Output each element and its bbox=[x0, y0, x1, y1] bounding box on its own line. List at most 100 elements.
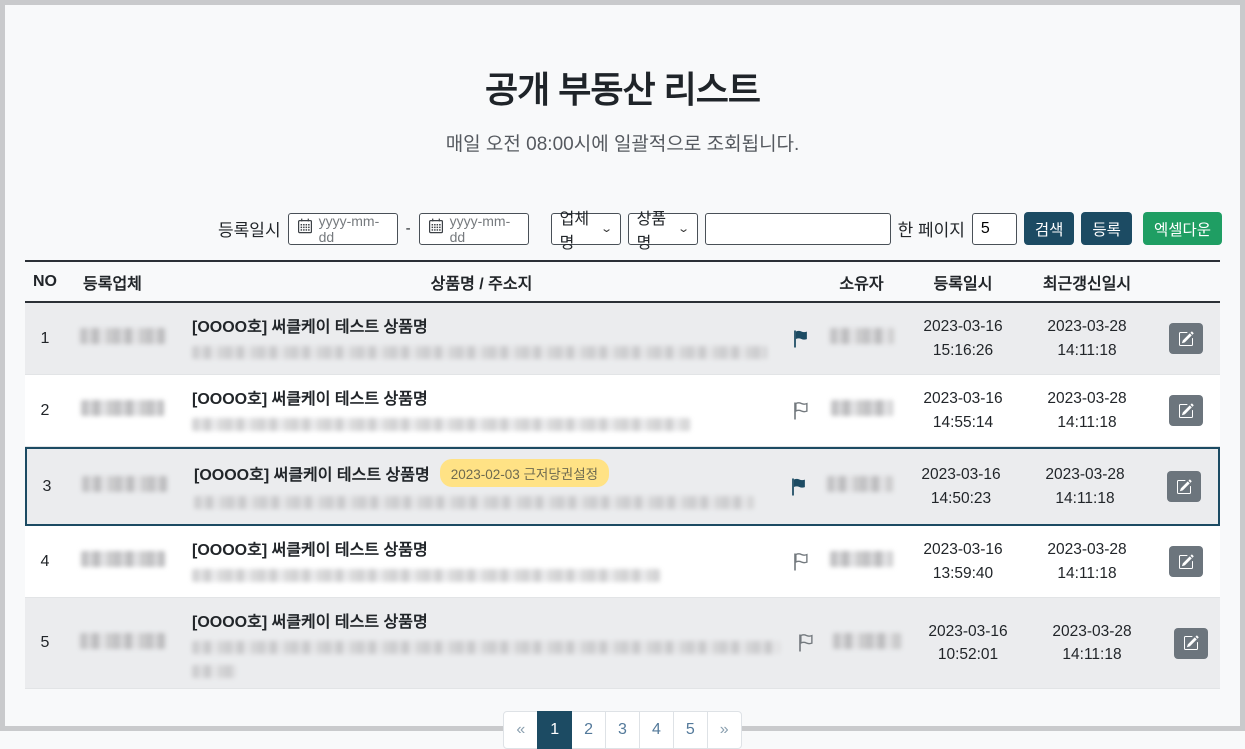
registered-datetime: 2023-03-16 14:55:14 bbox=[923, 390, 1003, 431]
table-row[interactable]: 1 [OOOO호] 써클케이 테스트 상품명 2023-03-16 15:16:2… bbox=[25, 303, 1220, 375]
updated-datetime: 2023-03-28 14:11:18 bbox=[1052, 622, 1132, 663]
registered-datetime: 2023-03-16 15:16:26 bbox=[923, 318, 1003, 359]
registered-datetime: 2023-03-16 13:59:40 bbox=[923, 541, 1003, 582]
product-cell: [OOOO호] 써클케이 테스트 상품명 bbox=[180, 375, 783, 446]
edit-button[interactable] bbox=[1169, 395, 1203, 426]
redacted-owner bbox=[830, 400, 893, 416]
product-cell: [OOOO호] 써클케이 테스트 상품명 bbox=[180, 303, 783, 374]
header-product: 상품명 / 주소지 bbox=[430, 275, 533, 293]
edit-button[interactable] bbox=[1169, 323, 1203, 354]
table-row[interactable]: 2 [OOOO호] 써클케이 테스트 상품명 2023-03-16 14:55:1… bbox=[25, 375, 1220, 447]
flag-icon[interactable] bbox=[783, 552, 819, 572]
redacted-address bbox=[192, 569, 660, 582]
row-number: 5 bbox=[40, 634, 50, 651]
table-row[interactable]: 3 [OOOO호] 써클케이 테스트 상품명 2023-02-03 근저당권설정 … bbox=[25, 447, 1220, 526]
product-cell: [OOOO호] 써클케이 테스트 상품명 bbox=[180, 598, 788, 688]
product-title: [OOOO호] 써클케이 테스트 상품명 bbox=[192, 614, 428, 631]
pagination-page-1[interactable]: 1 bbox=[537, 711, 573, 749]
company-cell bbox=[65, 551, 180, 572]
redacted-owner bbox=[830, 551, 893, 567]
redacted-company bbox=[80, 632, 165, 649]
redacted-company bbox=[82, 476, 167, 492]
search-bar: 등록일시 yyyy-mm-dd - bbox=[5, 211, 1222, 252]
page-title: 공개 부동산 리스트 bbox=[485, 69, 761, 110]
redacted-owner bbox=[832, 632, 901, 649]
edit-button[interactable] bbox=[1169, 546, 1203, 577]
redacted-owner bbox=[829, 328, 894, 344]
company-cell bbox=[67, 476, 182, 497]
flag-icon[interactable] bbox=[788, 633, 824, 653]
company-select-value: 업체명 bbox=[559, 210, 590, 252]
table-row[interactable]: 4 [OOOO호] 써클케이 테스트 상품명 2023-03-16 13:59:4… bbox=[25, 526, 1220, 598]
product-title: [OOOO호] 써클케이 테스트 상품명 bbox=[192, 542, 428, 559]
calendar-icon bbox=[428, 218, 444, 239]
table-body: 1 [OOOO호] 써클케이 테스트 상품명 2023-03-16 15:16:2… bbox=[25, 303, 1220, 689]
redacted-owner bbox=[826, 476, 893, 492]
product-title: [OOOO호] 써클케이 테스트 상품명 bbox=[192, 319, 428, 336]
redacted-address bbox=[192, 418, 690, 431]
updated-datetime: 2023-03-28 14:11:18 bbox=[1047, 390, 1127, 431]
owner-cell bbox=[819, 400, 904, 421]
chevron-down-icon: ⌄ bbox=[677, 223, 691, 235]
row-number: 1 bbox=[40, 329, 50, 347]
date-from-placeholder: yyyy-mm-dd bbox=[318, 212, 380, 245]
header-company: 등록업체 bbox=[83, 275, 142, 293]
pagination-page-2[interactable]: 2 bbox=[571, 711, 607, 749]
pagination-prev-button[interactable]: « bbox=[503, 711, 539, 749]
flag-icon[interactable] bbox=[783, 329, 819, 349]
edit-button[interactable] bbox=[1174, 627, 1208, 659]
product-select[interactable]: 상품명 ⌄ bbox=[627, 211, 698, 252]
per-page-label: 한 페이지 bbox=[897, 221, 965, 240]
header-no: NO bbox=[33, 272, 57, 290]
product-title: [OOOO호] 써클케이 테스트 상품명 bbox=[194, 467, 430, 484]
product-cell: [OOOO호] 써클케이 테스트 상품명 2023-02-03 근저당권설정 bbox=[182, 449, 781, 524]
owner-cell bbox=[819, 551, 904, 572]
pagination-page-3[interactable]: 3 bbox=[605, 711, 640, 749]
company-cell bbox=[65, 400, 180, 421]
header-owner: 소유자 bbox=[839, 275, 884, 293]
updated-datetime: 2023-03-28 14:11:18 bbox=[1047, 318, 1127, 359]
pagination-page-4[interactable]: 4 bbox=[638, 711, 674, 749]
header-registered: 등록일시 bbox=[933, 275, 993, 293]
owner-cell bbox=[817, 476, 902, 497]
property-table: NO 등록업체 상품명 / 주소지 소유자 등록일시 최근갱신일시 1 [OOO… bbox=[25, 260, 1220, 689]
company-cell bbox=[65, 328, 180, 349]
mortgage-badge: 2023-02-03 근저당권설정 bbox=[439, 459, 610, 487]
row-number: 4 bbox=[40, 552, 50, 570]
row-number: 3 bbox=[42, 477, 52, 495]
redacted-address bbox=[192, 665, 236, 678]
redacted-company bbox=[81, 400, 164, 416]
company-select[interactable]: 업체명 ⌄ bbox=[550, 211, 621, 252]
pagination-page-5[interactable]: 5 bbox=[672, 711, 708, 749]
pagination: « 1 2 3 4 5 » bbox=[5, 711, 1240, 749]
updated-datetime: 2023-03-28 14:11:18 bbox=[1045, 466, 1125, 507]
header-updated: 최근갱신일시 bbox=[1042, 275, 1132, 293]
search-button[interactable]: 검색 bbox=[1023, 212, 1075, 245]
register-button[interactable]: 등록 bbox=[1081, 212, 1132, 245]
chevron-down-icon: ⌄ bbox=[600, 223, 614, 235]
registered-datetime: 2023-03-16 14:50:23 bbox=[921, 466, 1001, 507]
redacted-address bbox=[192, 641, 780, 654]
pagination-next-button[interactable]: » bbox=[706, 711, 742, 749]
per-page-input[interactable] bbox=[971, 212, 1017, 245]
page-subtitle: 매일 오전 08:00시에 일괄적으로 조회됩니다. bbox=[445, 134, 800, 155]
product-select-value: 상품명 bbox=[636, 210, 667, 252]
redacted-address bbox=[192, 346, 767, 359]
date-from-input[interactable]: yyyy-mm-dd bbox=[287, 212, 398, 245]
table-row[interactable]: 5 [OOOO호] 써클케이 테스트 상품명 2023-03-16 10:52:0… bbox=[25, 598, 1220, 689]
flag-icon[interactable] bbox=[783, 401, 819, 421]
owner-cell bbox=[819, 328, 904, 349]
redacted-company bbox=[80, 551, 165, 567]
excel-download-button[interactable]: 엑셀다운 bbox=[1142, 212, 1222, 245]
keyword-input[interactable] bbox=[704, 212, 891, 245]
date-range-label: 등록일시 bbox=[218, 221, 281, 240]
owner-cell bbox=[824, 632, 909, 654]
registered-datetime: 2023-03-16 10:52:01 bbox=[928, 622, 1008, 663]
updated-datetime: 2023-03-28 14:11:18 bbox=[1047, 541, 1127, 582]
edit-button[interactable] bbox=[1167, 471, 1201, 502]
date-to-input[interactable]: yyyy-mm-dd bbox=[418, 212, 529, 245]
calendar-icon bbox=[297, 218, 313, 239]
date-to-placeholder: yyyy-mm-dd bbox=[449, 212, 511, 245]
flag-icon[interactable] bbox=[781, 477, 817, 497]
company-cell bbox=[65, 632, 180, 654]
